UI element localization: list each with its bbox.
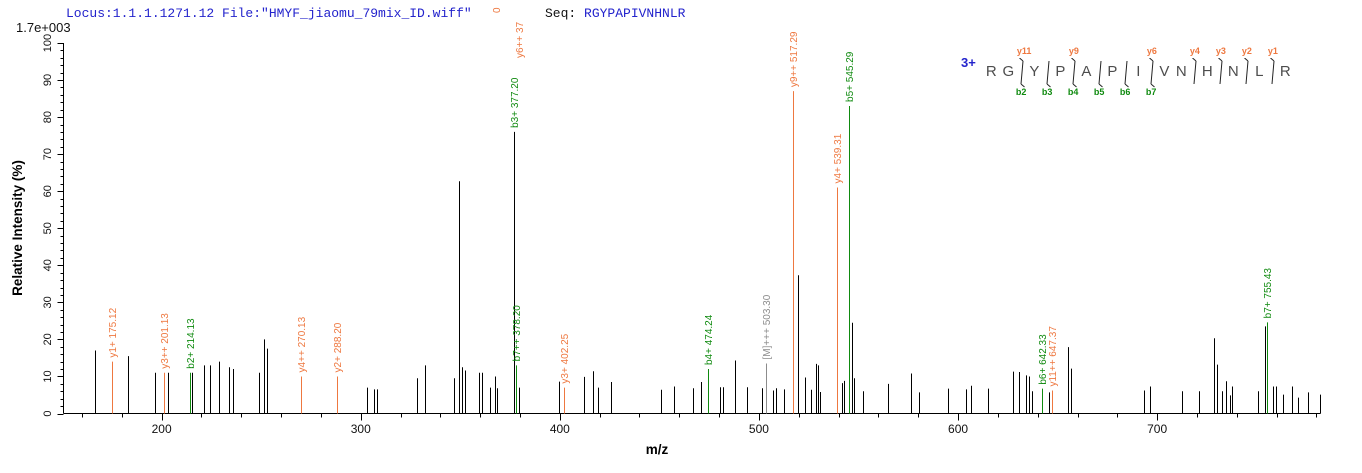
cleavage-line-icon: [1244, 58, 1249, 85]
cleavage-line-icon: [1149, 58, 1155, 88]
x-axis-title: m/z: [646, 442, 669, 457]
cleavage-line-icon: [1192, 58, 1197, 85]
seq-label: Seq:: [545, 6, 585, 21]
y-tick-label: 60: [42, 185, 54, 197]
residue-letter: L: [1255, 62, 1264, 80]
x-tick-label: 600: [948, 422, 968, 436]
peak-label: b6+ 642.33: [1038, 334, 1049, 385]
residue-letter: I: [1136, 62, 1141, 80]
peak-label: b5+ 545.29: [845, 51, 856, 102]
residue-letter: H: [1201, 62, 1213, 80]
y-tick-label: 80: [42, 111, 54, 123]
fragmentation-mark: y9 b4: [1068, 46, 1079, 97]
cleavage-line-icon: [1218, 58, 1223, 85]
max-intensity-value: 1.7e+003: [16, 20, 71, 35]
peak-label: y4++ 270.13: [297, 316, 308, 372]
cleavage-line-icon: [1046, 60, 1051, 88]
x-tick-label: 200: [152, 422, 172, 436]
peak-label: b3+ 377.20: [510, 77, 521, 128]
peak-label: b4+ 474.24: [704, 314, 715, 365]
x-tick-label: 500: [749, 422, 769, 436]
fragmentation-mark: y6 b7: [1146, 46, 1157, 97]
y-ion-label: y3: [1215, 46, 1226, 56]
y-ion-label: y9: [1068, 46, 1079, 56]
fragmentation-mark: y1: [1268, 46, 1278, 85]
precursor-charge: 3+: [961, 54, 976, 70]
peak-label: y9++ 517.29: [789, 31, 800, 87]
b-ion-label: b2: [1015, 87, 1027, 97]
fragmentation-mark: y2: [1242, 46, 1252, 85]
x-tick-label: 300: [351, 422, 371, 436]
fragmentation-mark: b5: [1094, 58, 1104, 97]
y-tick-label: 10: [42, 370, 54, 382]
y-tick-label: 100: [42, 34, 54, 52]
residue-letter: N: [1175, 62, 1187, 80]
cleavage-line-icon: [1019, 58, 1025, 88]
x-tick-label: 400: [550, 422, 570, 436]
y-ion-label: y4: [1189, 46, 1200, 56]
y-tick-label: 0: [42, 410, 54, 416]
residue-letter: P: [1055, 62, 1066, 80]
residue-letter: G: [1002, 62, 1015, 80]
residue-letter: R: [1279, 62, 1291, 80]
y-tick-label: 40: [42, 259, 54, 271]
b-ion-label: b7: [1145, 87, 1157, 97]
residue-letter: N: [1227, 62, 1239, 80]
clipped-peak-label: 0: [492, 7, 503, 13]
y-tick-label: 20: [42, 333, 54, 345]
residue-letter: A: [1081, 62, 1092, 80]
y-tick-label: 30: [42, 296, 54, 308]
sequence-header: Seq: RGYPAPIVNHNLR: [545, 6, 685, 21]
residue-letter: R: [985, 62, 997, 80]
peak-label: b7+ 755.43: [1263, 268, 1274, 319]
peak-label: y1+ 175.12: [108, 307, 119, 357]
residue-letter: P: [1107, 62, 1118, 80]
clipped-peak-label: y6++ 37: [515, 21, 526, 58]
peak-label: y11++ 647.37: [1048, 326, 1059, 387]
fragmentation-mark: b3: [1042, 58, 1052, 97]
y-ion-label: y1: [1267, 46, 1278, 56]
y-tick-label: 90: [42, 74, 54, 86]
x-tick-label: 700: [1147, 422, 1167, 436]
peak-label: y2+ 288.20: [333, 322, 344, 372]
y-axis-title: Relative Intensity (%): [10, 160, 25, 296]
y-ion-label: y6: [1146, 46, 1157, 56]
cleavage-line-icon: [1124, 60, 1129, 88]
locus-file-text: Locus:1.1.1.1271.12 File:"HMYF_jiaomu_79…: [66, 6, 472, 21]
y-tick-label: 70: [42, 148, 54, 160]
b-ion-label: b4: [1067, 87, 1079, 97]
peak-label: y4+ 539.31: [833, 133, 844, 183]
fragmentation-mark: b6: [1120, 58, 1130, 97]
peak-label: b7++ 378.20: [512, 305, 523, 362]
cleavage-line-icon: [1098, 60, 1103, 88]
fragmentation-mark: y11 b2: [1016, 46, 1032, 97]
cleavage-line-icon: [1071, 58, 1077, 88]
residue-letter: V: [1159, 62, 1170, 80]
peak-label: b2+ 214.13: [186, 318, 197, 369]
peak-label: y3+ 402.25: [560, 333, 571, 383]
y-ion-label: y11: [1016, 46, 1032, 56]
fragmentation-mark: y4: [1190, 46, 1200, 85]
peak-label: y3++ 201.13: [160, 313, 171, 369]
y-ion-label: y2: [1241, 46, 1252, 56]
cleavage-line-icon: [1270, 58, 1275, 85]
b-ion-label: b5: [1093, 87, 1105, 97]
b-ion-label: b6: [1119, 87, 1131, 97]
fragmentation-mark: y3: [1216, 46, 1226, 85]
peak-label: [M]+++ 503.30: [762, 294, 773, 359]
residue-letter: Y: [1029, 62, 1040, 80]
y-tick-label: 50: [42, 222, 54, 234]
b-ion-label: b3: [1041, 87, 1053, 97]
seq-value: RGYPAPIVNHNLR: [584, 6, 686, 21]
